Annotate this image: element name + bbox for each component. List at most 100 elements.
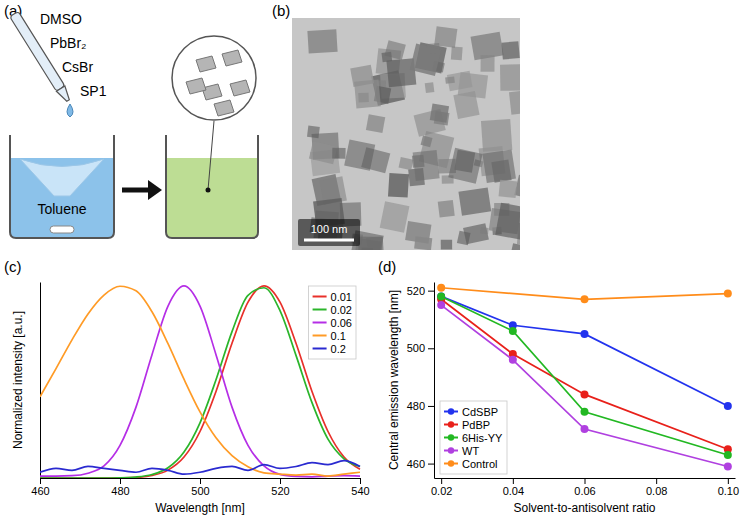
liquid [11, 158, 113, 237]
tick-mark [120, 478, 121, 484]
axis-line [434, 283, 435, 479]
x-axis: 0.020.040.060.080.10 [431, 478, 739, 497]
crystal [482, 149, 516, 183]
crystal [421, 135, 433, 147]
plot-area [437, 284, 732, 471]
solvent-label: Toluene [37, 201, 86, 217]
tick-mark [280, 478, 281, 484]
series-line [441, 299, 728, 449]
tick-mark [656, 478, 657, 484]
tick: 460 [31, 478, 49, 497]
crystal [457, 231, 471, 246]
micrograph: 100 nm [292, 18, 547, 279]
tick-mark [428, 291, 434, 292]
arrow-head [148, 180, 162, 200]
series-marker [437, 301, 445, 309]
arrow-shaft [122, 188, 150, 193]
nanoplatelet [196, 56, 216, 72]
tick: 500 [407, 342, 434, 354]
legend-swatch [313, 296, 327, 298]
x-axis-title: Solvent-to-antisolvent ratio [513, 501, 655, 515]
tick-mark [200, 478, 201, 484]
series-marker [581, 390, 589, 398]
crystal [388, 173, 409, 198]
series-line [40, 286, 360, 476]
crystal [448, 148, 482, 184]
tick-label: 540 [351, 485, 369, 497]
tick-mark [728, 478, 729, 484]
legend-marker [448, 447, 454, 453]
crystal [414, 236, 432, 250]
series-marker [581, 295, 589, 303]
tick: 480 [111, 478, 129, 497]
series-marker [437, 284, 445, 292]
series-marker [581, 408, 589, 416]
crystal [413, 150, 440, 181]
reagent-label: SP1 [80, 83, 107, 99]
tick-label: 0.02 [431, 485, 452, 497]
tick: 0.10 [718, 478, 739, 497]
legend-marker [448, 460, 454, 466]
legend-label: 0.01 [331, 291, 352, 303]
crystal [453, 91, 479, 119]
panel-label: (d) [378, 258, 396, 275]
crystal [501, 41, 519, 59]
tick-mark [428, 348, 434, 349]
reagent-label: CsBr [62, 59, 93, 75]
scale-bar-patch [298, 219, 360, 246]
tick-mark [360, 478, 361, 484]
nanoplatelet [214, 100, 234, 116]
schematic: DMSOPbBr₂CsBrSP1Toluene [10, 11, 258, 238]
legend-box [440, 401, 507, 474]
crystal [307, 29, 337, 53]
y-axis-title: Normalized intensity [a.u.] [11, 311, 25, 449]
beaker [166, 135, 258, 238]
liquid [167, 158, 257, 237]
legend-label: PdBP [462, 419, 490, 431]
legend-label: 0.1 [331, 330, 346, 342]
figure: (a)(b)(c)(d)DMSOPbBr₂CsBrSP1Toluene100 n… [0, 0, 750, 520]
tick-label: 520 [407, 285, 425, 297]
legend-label: 0.02 [331, 304, 352, 316]
crystal [480, 227, 489, 234]
crystal [410, 44, 442, 76]
tick-label: 500 [191, 485, 209, 497]
tick-label: 0.08 [646, 485, 667, 497]
crystal [434, 26, 457, 48]
crystal [441, 240, 452, 250]
legend-label: 6His-YY [462, 432, 503, 444]
tick-label: 500 [407, 342, 425, 354]
legend-label: CdSBP [462, 406, 498, 418]
tick: 0.04 [503, 478, 524, 497]
panel-label: (b) [272, 2, 290, 19]
nanoplatelet [186, 78, 206, 94]
tick-label: 0.10 [718, 485, 739, 497]
series-line [441, 296, 728, 406]
chart: 460480500520540Wavelength [nm]Normalized… [11, 283, 370, 516]
crystal [366, 114, 385, 133]
crystal [507, 243, 520, 250]
legend-label: 0.2 [331, 343, 346, 355]
stir-bar [50, 226, 74, 233]
crystal [495, 203, 520, 240]
series-line [441, 296, 728, 455]
pipette-tip [56, 86, 72, 103]
x-axis-title: Wavelength [nm] [155, 501, 245, 515]
reagent-label: PbBr₂ [50, 35, 87, 51]
tick-mark [513, 478, 514, 484]
crystal [380, 201, 410, 232]
y-axis-title: Central emission wavelength [nm] [387, 290, 401, 470]
micrograph-ground [292, 18, 520, 250]
scale-bar [304, 239, 354, 242]
tick: 0.08 [646, 478, 667, 497]
series-marker [437, 292, 445, 300]
axis-line [40, 283, 41, 479]
legend-swatch [313, 335, 327, 337]
tick-label: 480 [407, 400, 425, 412]
legend-box [309, 286, 356, 359]
series-marker [437, 292, 445, 300]
plot-area [40, 286, 360, 478]
crystal [438, 200, 455, 218]
crystal [361, 147, 390, 173]
tick-label: 0.04 [503, 485, 524, 497]
